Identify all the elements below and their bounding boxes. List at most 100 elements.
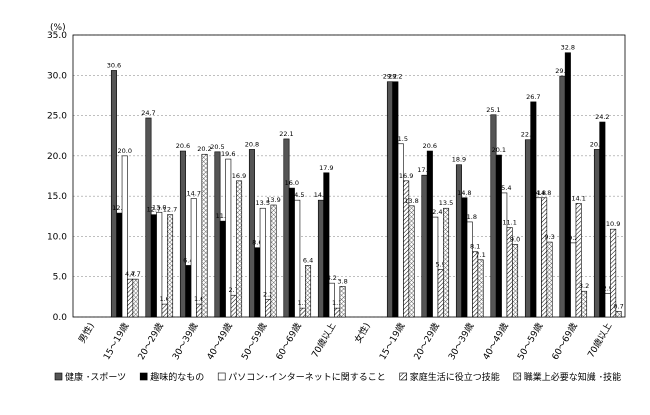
bar [535,197,542,318]
bar [397,143,404,318]
bar [501,192,508,318]
value-label: 11.8 [463,213,477,221]
bar [495,154,502,318]
value-label: 12.4 [428,208,442,216]
x-tick-label: 20～29歳 [135,321,166,362]
value-label: 6.4 [183,256,193,264]
bar [408,205,415,318]
x-tick-label: 40～49歳 [480,321,511,362]
bar [530,101,537,318]
bar [161,303,168,318]
value-label: 17.6 [417,166,431,174]
y-tick-label: 0.0 [53,313,68,323]
bar [288,187,295,318]
bar [236,180,243,318]
x-tick-label: 70歳以上 [585,321,615,360]
bar [437,269,444,318]
value-label: 14.8 [532,189,546,197]
value-label: 13.5 [256,199,270,207]
bar [230,294,237,318]
value-label: 32.8 [561,44,575,52]
bar [305,265,312,318]
value-label: 29.2 [388,73,402,81]
value-label: 9.0 [510,235,520,243]
bar [145,117,152,318]
y-tick-label: 10.0 [47,232,67,242]
value-label: 6.4 [303,256,313,264]
legend-label: 趣味的なもの [150,371,204,383]
bar [610,228,617,318]
bar [317,199,324,318]
value-label: 7.1 [475,251,485,259]
bar [127,278,134,318]
bar [259,207,266,318]
y-unit-label: (%) [50,23,66,33]
value-label: 1.6 [194,295,204,303]
legend-swatch [217,372,226,381]
x-tick-label: 15～19歳 [377,321,408,362]
bar [225,158,232,318]
value-label: 8.1 [470,243,480,251]
y-tick-label: 30.0 [47,71,67,81]
value-label: 1.1 [332,299,342,307]
value-label: 22.0 [521,131,535,139]
bar [150,214,157,318]
value-label: 29.2 [383,73,397,81]
bar [575,203,582,318]
legend-label: 家庭生活に役立つ技能 [410,371,500,383]
value-label: 9.2 [568,234,578,242]
bar [156,211,163,318]
value-label: 20.1 [492,146,506,154]
value-label: 20.8 [590,140,604,148]
legend-label: パソコン･インターネットに関すること [228,372,386,383]
value-label: 29.9 [555,67,569,75]
bar [254,247,261,318]
value-label: 20.2 [197,145,211,153]
x-tick-label: 50～59歳 [515,321,546,362]
bar [426,150,433,318]
x-tick-label: 女性) [352,321,373,346]
x-tick-label: 男性) [76,321,97,346]
value-label: 14.5 [290,191,304,199]
bar [201,153,208,318]
y-tick-label: 5.0 [53,273,68,283]
value-label: 20.6 [176,142,190,150]
value-label: 13.9 [266,196,280,204]
bar [196,303,203,318]
value-label: 3.8 [337,277,347,285]
value-label: 20.0 [118,147,132,155]
bar [604,293,611,318]
value-label: 14.8 [457,189,471,197]
bar [167,214,174,318]
bar [328,282,335,318]
plot-frame [72,34,626,318]
bar [546,241,553,318]
bar [110,70,117,318]
value-label: 13.0 [152,203,166,211]
x-tick-label: 60～69歳 [549,321,580,362]
bar [524,139,531,318]
bar [214,151,221,318]
bar [593,149,600,318]
value-label: 15.4 [497,184,511,192]
value-label: 14.8 [537,189,551,197]
value-label: 21.5 [394,135,408,143]
value-label: 24.2 [595,113,609,121]
value-label: 14.5 [314,191,328,199]
value-label: 4.7 [125,270,135,278]
bar [615,311,622,318]
value-label: 10.9 [606,220,620,228]
value-label: 11.9 [216,212,230,220]
bar [392,81,399,318]
x-tick-label: 60～69歳 [273,321,304,362]
bar [283,138,290,318]
value-label: 0.7 [613,302,623,310]
value-label: 12.9 [112,204,126,212]
value-label: 2.2 [263,290,273,298]
bar [564,52,571,318]
value-label: 2.9 [603,285,613,293]
value-label: 9.3 [544,233,554,241]
value-label: 16.9 [399,172,413,180]
bar [432,216,439,318]
